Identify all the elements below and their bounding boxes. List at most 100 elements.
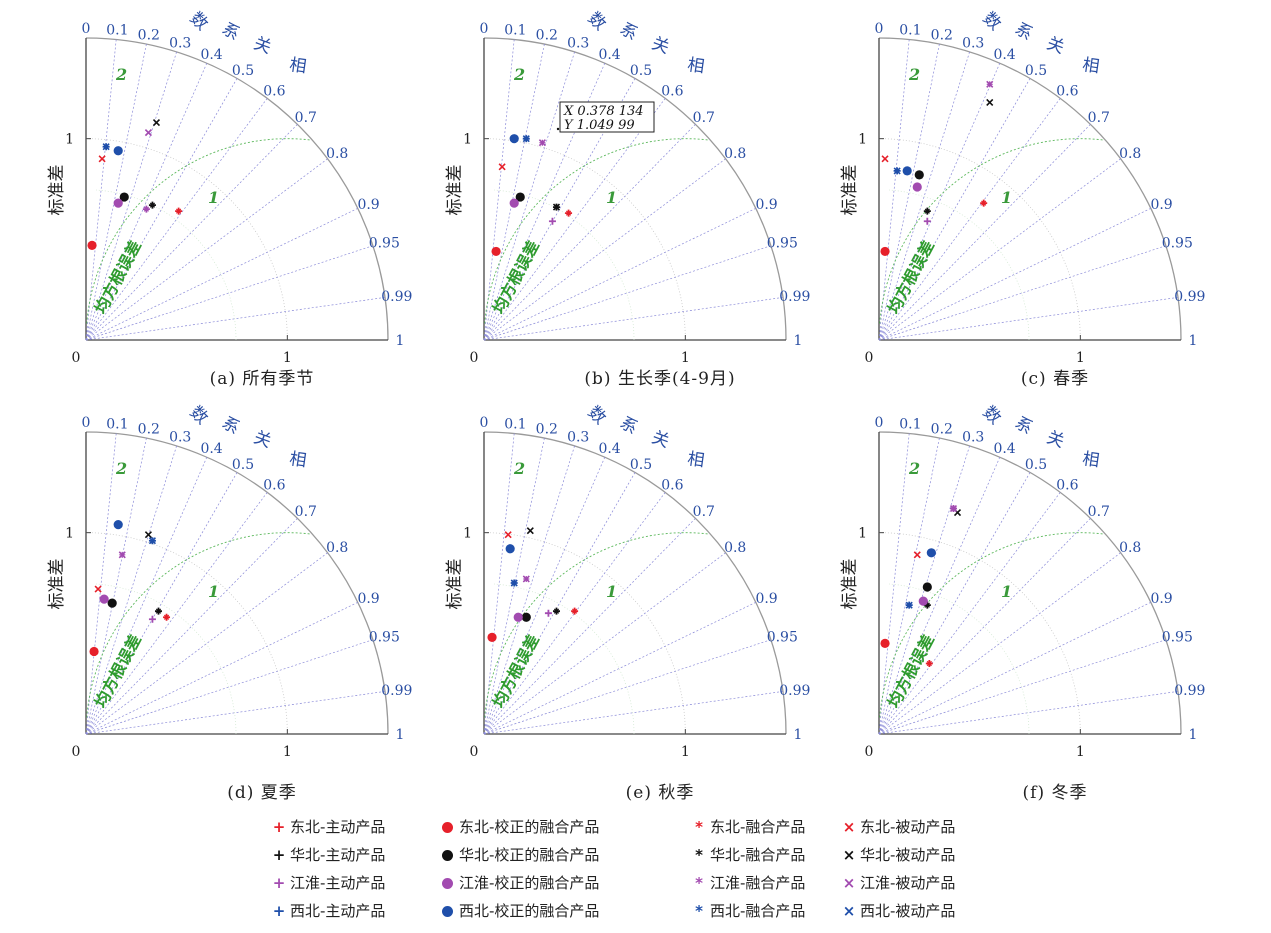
legend-item: + 西北-主动产品	[272, 902, 386, 920]
data-point	[510, 579, 518, 587]
legend-label: 江淮-校正的融合产品	[459, 874, 600, 892]
corr-tick-label: 0.95	[1162, 236, 1193, 252]
legend-marker-icon	[442, 850, 453, 861]
data-point	[914, 170, 924, 180]
data-point	[107, 598, 117, 608]
data-point	[487, 632, 497, 642]
corr-tick-label: 0.9	[357, 197, 379, 213]
corr-axis-title: 关	[649, 33, 672, 58]
corr-tick-label: 0.6	[1056, 83, 1078, 99]
data-point	[521, 612, 531, 622]
corr-axis-title: 关	[251, 427, 274, 452]
corr-tick-label: 0.7	[1088, 110, 1110, 126]
taylor-panel-6: 0 0.1 0.2 0.3 0.4 0.5 0.6 0.7 0.8 0.9 0.95 0.99 1 相关系…	[840, 403, 1205, 803]
std-axis-title: 标准差	[445, 559, 465, 610]
data-point	[87, 240, 97, 250]
legend-label: 江淮-被动产品	[860, 874, 956, 892]
taylor-panel-4: 0 0.1 0.2 0.3 0.4 0.5 0.6 0.7 0.8 0.9 0.95 0.99 1 相关系…	[47, 403, 412, 803]
data-point	[893, 167, 901, 175]
corr-axis-title: 数	[584, 9, 610, 35]
corr-tick-label: 0	[82, 415, 91, 431]
data-point	[552, 203, 561, 211]
corr-tick-label: 0.6	[263, 83, 285, 99]
corr-tick-label: 0	[82, 21, 91, 37]
corr-axis-title: 数	[186, 9, 212, 35]
corr-axis-title: 数	[186, 403, 212, 429]
outer-arc	[85, 431, 389, 735]
corr-tick-label: 0.6	[263, 477, 285, 493]
corr-axis-title: 相	[1081, 55, 1101, 77]
std-tick-0: 0	[470, 350, 479, 366]
legend-item: * 华北-融合产品	[692, 846, 805, 864]
std-tick-0: 0	[865, 350, 874, 366]
rmsd-label-1: 1	[208, 188, 219, 207]
corr-tick-label: 0.99	[1174, 683, 1205, 699]
data-point	[515, 192, 525, 202]
data-point	[491, 246, 501, 257]
datatip-x: X 0.378 134	[563, 104, 644, 119]
data-point	[113, 520, 123, 530]
data-point	[913, 551, 921, 559]
corr-tick-label: 0.8	[326, 146, 348, 162]
data-point	[522, 135, 530, 143]
panel-caption: (b) 生长季(4-9月)	[584, 369, 735, 389]
corr-tick-label: 0.5	[630, 63, 652, 79]
corr-tick-label: 0.5	[1025, 63, 1047, 79]
corr-axis-title: 关	[1044, 33, 1067, 58]
corr-tick-label: 0.4	[200, 47, 222, 63]
legend-marker-icon: ×	[842, 902, 856, 920]
taylor-panel-3: 0 0.1 0.2 0.3 0.4 0.5 0.6 0.7 0.8 0.9 0.95 0.99 1 相关系…	[840, 9, 1205, 389]
corr-tick-label: 0.6	[661, 477, 683, 493]
corr-tick-label: 0.3	[962, 429, 984, 445]
rmsd-label-1: 1	[606, 582, 617, 601]
rmsd-label-1: 1	[208, 582, 219, 601]
data-point	[175, 208, 182, 215]
std-tick-1-x: 1	[681, 744, 690, 760]
corr-tick-label: 0.3	[567, 35, 589, 51]
corr-axis-title: 系	[616, 413, 641, 439]
corr-tick-label: 0.3	[567, 429, 589, 445]
data-point	[548, 217, 556, 225]
corr-tick-label: 0.1	[899, 417, 921, 433]
data-point	[926, 548, 936, 558]
legend-label: 西北-融合产品	[710, 902, 806, 920]
corr-axis-title: 相	[288, 55, 308, 77]
rmsd-arc-1	[484, 138, 708, 324]
data-point	[918, 596, 928, 606]
corr-tick-label: 0.6	[661, 83, 683, 99]
corr-tick-label: 0	[875, 415, 884, 431]
std-tick-0: 0	[72, 744, 81, 760]
corr-axis-title: 相	[686, 449, 706, 471]
corr-tick-label: 0.5	[1025, 457, 1047, 473]
legend-marker-icon: *	[695, 874, 703, 892]
corr-line	[483, 691, 784, 735]
legend: + 东北-主动产品 东北-校正的融合产品 * 东北-融合产品 × 东北-被动产品 + 华北-主动…	[272, 818, 1032, 928]
data-point	[949, 504, 958, 513]
corr-tick-label: 0.5	[630, 457, 652, 473]
data-point	[922, 582, 932, 592]
legend-label: 江淮-主动产品	[290, 874, 386, 892]
std-axis-title: 标准差	[47, 165, 67, 216]
legend-marker-icon: *	[695, 902, 703, 920]
corr-axis-title: 系	[218, 413, 243, 439]
data-point	[113, 146, 123, 156]
legend-item: + 东北-主动产品	[272, 818, 386, 836]
corr-tick-label: 0	[875, 21, 884, 37]
data-point	[505, 544, 515, 554]
data-point	[89, 646, 99, 657]
data-point	[155, 608, 162, 615]
data-point	[498, 163, 506, 171]
corr-tick-label: 0.4	[598, 441, 620, 457]
std-tick-1-x: 1	[283, 350, 292, 366]
taylor-panel-2: 0 0.1 0.2 0.3 0.4 0.5 0.6 0.7 0.8 0.9 0.95 0.99 1 相关系…	[445, 9, 810, 389]
corr-tick-label: 0.95	[369, 236, 400, 252]
corr-tick-label: 0.2	[138, 27, 160, 43]
std-one-arc	[85, 532, 288, 735]
data-point	[571, 608, 578, 615]
rmsd-arc-1	[484, 532, 708, 718]
data-point	[980, 200, 987, 207]
corr-tick-label: 0.1	[899, 23, 921, 39]
std-axis-title: 标准差	[47, 559, 67, 610]
panel-caption: (f) 冬季	[1023, 783, 1088, 803]
corr-axis-title: 系	[1011, 413, 1036, 439]
